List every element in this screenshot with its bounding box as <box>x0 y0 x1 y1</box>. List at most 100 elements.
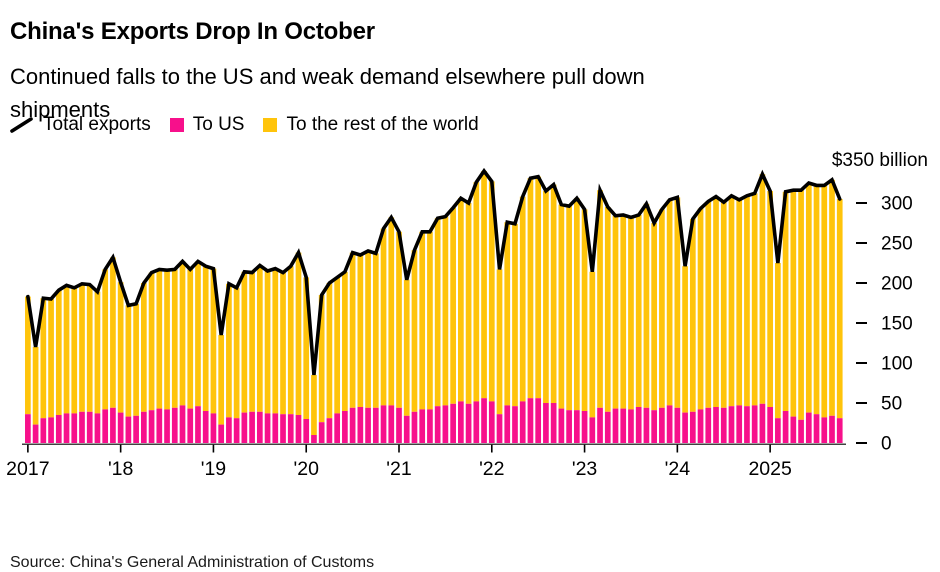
bar-rest-of-world <box>519 196 526 402</box>
bar-rest-of-world <box>55 290 62 415</box>
bar-to-us <box>303 419 310 443</box>
bar-to-us <box>40 418 47 443</box>
bar-rest-of-world <box>473 182 480 402</box>
bar-rest-of-world <box>798 190 804 420</box>
y-tick-label: 300 <box>881 194 913 215</box>
bar-to-us <box>25 414 31 443</box>
bar-to-us <box>287 414 294 443</box>
bar-rest-of-world <box>512 223 518 407</box>
source-note: Source: China's General Administration o… <box>10 554 375 571</box>
bar-rest-of-world <box>311 375 317 435</box>
bar-rest-of-world <box>141 283 147 412</box>
bar-to-us <box>55 415 62 443</box>
bar-rest-of-world <box>666 199 673 406</box>
total-exports-line <box>26 167 842 376</box>
bar-to-us <box>218 424 225 443</box>
bar-rest-of-world <box>396 231 402 408</box>
y-tick-label: 100 <box>881 354 913 375</box>
bar-rest-of-world <box>156 269 163 409</box>
bar-to-us <box>836 418 843 443</box>
bar-rest-of-world <box>171 269 178 408</box>
bar-rest-of-world <box>403 279 410 416</box>
bar-to-us <box>527 398 534 443</box>
bar-rest-of-world <box>767 191 773 407</box>
bar-to-us <box>612 408 619 443</box>
bar-rest-of-world <box>25 296 31 415</box>
bar-to-us <box>125 416 132 443</box>
bar-to-us <box>519 401 526 443</box>
bar-rest-of-world <box>349 252 356 408</box>
bar-rest-of-world <box>342 271 348 411</box>
bar-rest-of-world <box>736 199 743 406</box>
y-tick-label: 50 <box>881 394 902 415</box>
bar-to-us <box>86 411 93 443</box>
bar-rest-of-world <box>573 198 580 411</box>
bar-to-us <box>318 422 325 443</box>
bar-to-us <box>233 418 240 443</box>
bar-to-us <box>380 405 387 443</box>
bar-rest-of-world <box>543 191 549 403</box>
bar-rest-of-world <box>628 217 634 410</box>
bar-to-us <box>481 398 487 443</box>
bar-rest-of-world <box>380 228 387 406</box>
chart-subtitle-line2: shipments <box>10 96 111 122</box>
bar-rest-of-world <box>535 176 542 399</box>
bar-to-us <box>643 407 650 443</box>
bar-rest-of-world <box>527 178 534 399</box>
bar-to-us <box>697 409 704 443</box>
bar-rest-of-world <box>635 215 642 407</box>
bar-to-us <box>829 415 835 443</box>
bar-rest-of-world <box>280 272 286 415</box>
bar-rest-of-world <box>195 261 201 407</box>
bar-to-us <box>573 410 580 443</box>
bar-rest-of-world <box>303 277 310 419</box>
bar-rest-of-world <box>689 219 696 412</box>
bar-to-us <box>767 407 773 443</box>
bar-to-us <box>535 398 542 443</box>
bar-rest-of-world <box>102 269 109 410</box>
bar-rest-of-world <box>256 265 263 412</box>
bar-rest-of-world <box>427 231 433 410</box>
line-swatch-stroke <box>10 117 33 133</box>
bar-to-us <box>357 407 364 443</box>
bar-to-us <box>674 407 681 443</box>
bar-rest-of-world <box>318 295 325 423</box>
bar-to-us <box>798 419 804 443</box>
bar-rest-of-world <box>125 305 132 417</box>
bar-rest-of-world <box>697 208 704 410</box>
bar-to-us <box>751 405 758 443</box>
bar-rest-of-world <box>249 272 255 412</box>
legend-item-to-us: To US <box>169 114 244 136</box>
bar-rest-of-world <box>434 218 441 407</box>
bar-rest-of-world <box>488 181 495 402</box>
bar-to-us <box>249 411 255 443</box>
legend-item-total-exports: Total exports <box>10 114 151 136</box>
legend-label-total-exports: Total exports <box>43 114 151 135</box>
bar-rest-of-world <box>326 283 333 419</box>
bar-to-us <box>295 415 302 443</box>
bar-to-us <box>736 405 743 443</box>
bar-to-us <box>272 413 279 443</box>
exports-chart: 2017 '18 '19 '20 '21 '22 '23 '24 2025 0 50 100 150 20… <box>6 150 928 480</box>
bar-to-us <box>782 411 789 443</box>
bar-rest-of-world <box>744 195 750 407</box>
bar-to-us <box>396 407 402 443</box>
x-year-label: '20 <box>294 458 320 480</box>
bar-rest-of-world <box>295 252 302 415</box>
bar-to-us <box>790 416 797 443</box>
x-year-label: 2025 <box>748 458 792 480</box>
x-year-label: '18 <box>108 458 133 480</box>
bar-to-us <box>79 411 85 443</box>
bar-to-us <box>628 409 634 443</box>
bar-to-us <box>597 407 603 443</box>
bar-to-us <box>372 407 379 443</box>
bar-rest-of-world <box>713 196 719 407</box>
legend-item-rest-of-world: To the rest of the world <box>263 114 479 136</box>
bar-rest-of-world <box>264 271 271 414</box>
bar-to-us <box>171 407 178 443</box>
bar-to-us <box>403 415 410 443</box>
bar-to-us <box>813 414 820 443</box>
bar-rest-of-world <box>133 303 139 416</box>
bar-to-us <box>805 412 812 443</box>
bar-rest-of-world <box>829 179 835 416</box>
